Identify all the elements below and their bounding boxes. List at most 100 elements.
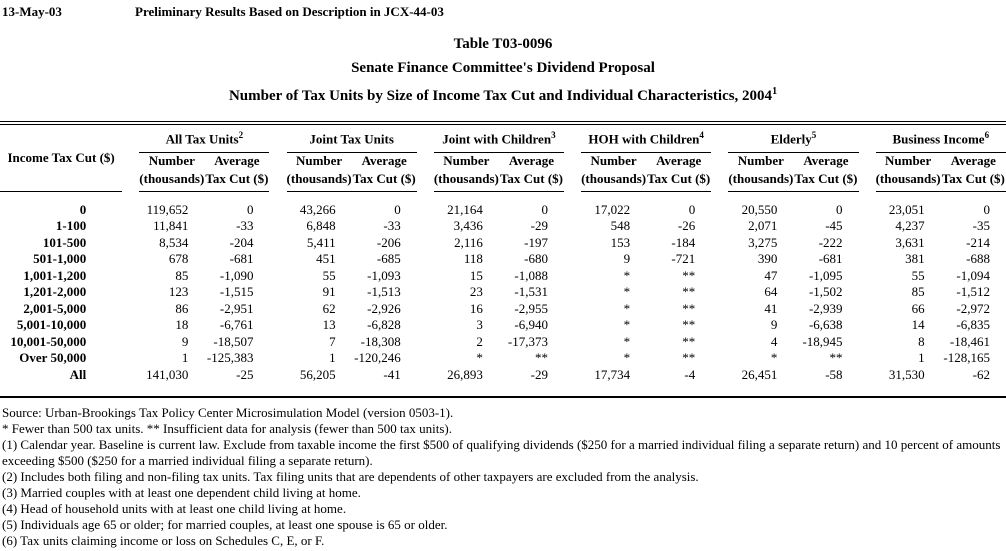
column-gap: [269, 301, 286, 318]
number-cell: 43,266: [299, 201, 336, 217]
column-gap: [711, 251, 728, 268]
footnote-2: (2) Includes both filing and non-filing …: [2, 469, 699, 484]
average-cell: -120,246: [354, 350, 401, 365]
table-row: 101-500 8,534 -204 5,411 -206 2,116 -197 153 -18…: [0, 235, 1006, 252]
number-cell: *: [770, 350, 778, 365]
average-cell: -128,165: [943, 350, 990, 365]
subheader-row-2: (thousands) Tax Cut ($) (thousands) Tax Cu…: [0, 169, 1006, 192]
column-gap: [859, 284, 876, 301]
number-cell: 21,164: [447, 201, 483, 217]
col-thousands: (thousands): [139, 169, 205, 192]
col-thousands: (thousands): [875, 169, 941, 192]
average-cell: -681: [229, 251, 254, 266]
average-cell: -45: [825, 218, 843, 233]
column-gap: [711, 218, 728, 235]
table-row: 1,001-1,200 85 -1,090 55 -1,093 15 -1,088 * ** 47…: [0, 268, 1006, 285]
average-cell: 0: [246, 201, 254, 217]
average-cell: -6,828: [367, 317, 401, 332]
number-cell: 2,116: [454, 234, 483, 250]
table-row: 1-100 11,841 -33 6,848 -33 3,436 -29 548 -26 2,07…: [0, 218, 1006, 235]
average-cell: -125,383: [206, 350, 254, 365]
number-cell: 85: [175, 267, 189, 283]
column-gap: [711, 191, 728, 218]
column-gap: [122, 301, 139, 318]
number-cell: 55: [911, 267, 925, 283]
average-cell: -197: [524, 234, 548, 250]
average-cell: -1,095: [808, 267, 843, 283]
number-cell: 4: [770, 333, 778, 349]
average-cell: -222: [818, 234, 843, 250]
column-gap: [122, 268, 139, 285]
average-cell: **: [682, 284, 696, 299]
number-cell: 123: [168, 284, 189, 299]
preliminary-note: Preliminary Results Based on Description…: [135, 4, 444, 19]
average-cell: **: [829, 350, 843, 365]
column-gap: [859, 350, 876, 367]
column-gap: [122, 125, 139, 191]
column-gap: [122, 367, 139, 397]
number-cell: *: [623, 267, 631, 283]
average-cell: -25: [236, 366, 254, 382]
col-average: Average: [803, 153, 849, 168]
column-gap: [859, 334, 876, 351]
column-gap: [564, 367, 581, 397]
number-cell: 18: [175, 317, 189, 332]
column-gap: [564, 284, 581, 301]
group-hoh-with-children: HOH with Children4: [581, 125, 712, 153]
column-gap: [564, 235, 581, 252]
number-cell: 5,411: [306, 234, 336, 250]
average-cell: -214: [966, 234, 990, 250]
average-cell: -1,531: [514, 284, 548, 299]
average-cell: -26: [677, 218, 696, 233]
col-tax-cut: Tax Cut ($): [646, 169, 712, 192]
column-gap: [564, 251, 581, 268]
footnote-ref-2: 2: [238, 129, 244, 140]
footnote-5: (5) Individuals age 65 or older; for mar…: [2, 517, 448, 532]
col-average: Average: [508, 153, 555, 168]
column-gap: [269, 350, 286, 367]
column-gap: [859, 301, 876, 318]
footnote-3: (3) Married couples with at least one de…: [2, 485, 361, 500]
number-cell: 31,530: [888, 366, 925, 382]
number-cell: 15: [469, 267, 483, 283]
average-cell: -6,835: [956, 317, 990, 332]
average-cell: **: [535, 350, 548, 365]
column-gap: [564, 350, 581, 367]
average-cell: -18,308: [360, 333, 401, 349]
average-cell: 0: [541, 201, 549, 217]
number-cell: *: [623, 317, 631, 332]
number-cell: 3,631: [895, 234, 925, 250]
average-cell: -35: [972, 218, 990, 233]
column-gap: [122, 218, 139, 235]
average-cell: -206: [376, 234, 401, 250]
table-row: 5,001-10,000 18 -6,761 13 -6,828 3 -6,940 * ** 9-…: [0, 317, 1006, 334]
col-tax-cut: Tax Cut ($): [351, 169, 417, 192]
column-gap: [269, 367, 286, 397]
average-cell: **: [682, 350, 696, 365]
number-cell: *: [623, 284, 631, 299]
number-cell: 66: [911, 300, 925, 316]
average-cell: -6,940: [514, 317, 548, 332]
footnote-6: (6) Tax units claiming income or loss on…: [2, 533, 325, 548]
column-gap: [859, 218, 876, 235]
column-gap: [564, 268, 581, 285]
column-gap: [859, 235, 876, 252]
col-number: Number: [443, 153, 490, 168]
col-thousands: (thousands): [581, 169, 647, 192]
number-cell: 13: [322, 317, 336, 332]
number-cell: 91: [322, 284, 336, 299]
column-gap: [711, 350, 728, 367]
footnote-ref-4: 4: [699, 129, 704, 140]
proposal-title: Senate Finance Committee's Dividend Prop…: [351, 60, 655, 76]
number-cell: 1: [181, 350, 189, 365]
col-thousands: (thousands): [728, 169, 794, 192]
results-table-wrapper: Income Tax Cut ($) All Tax Units2 Joint …: [0, 121, 1006, 398]
number-cell: 119,652: [146, 201, 189, 217]
row-label: 2,001-5,000: [23, 300, 87, 316]
number-cell: 47: [764, 267, 778, 283]
row-label: Over 50,000: [19, 350, 87, 365]
col-number: Number: [590, 153, 637, 168]
number-cell: 548: [610, 218, 631, 233]
title-block: Table T03-0096 Senate Finance Committee'…: [0, 20, 1006, 108]
average-cell: -1,512: [956, 284, 990, 299]
